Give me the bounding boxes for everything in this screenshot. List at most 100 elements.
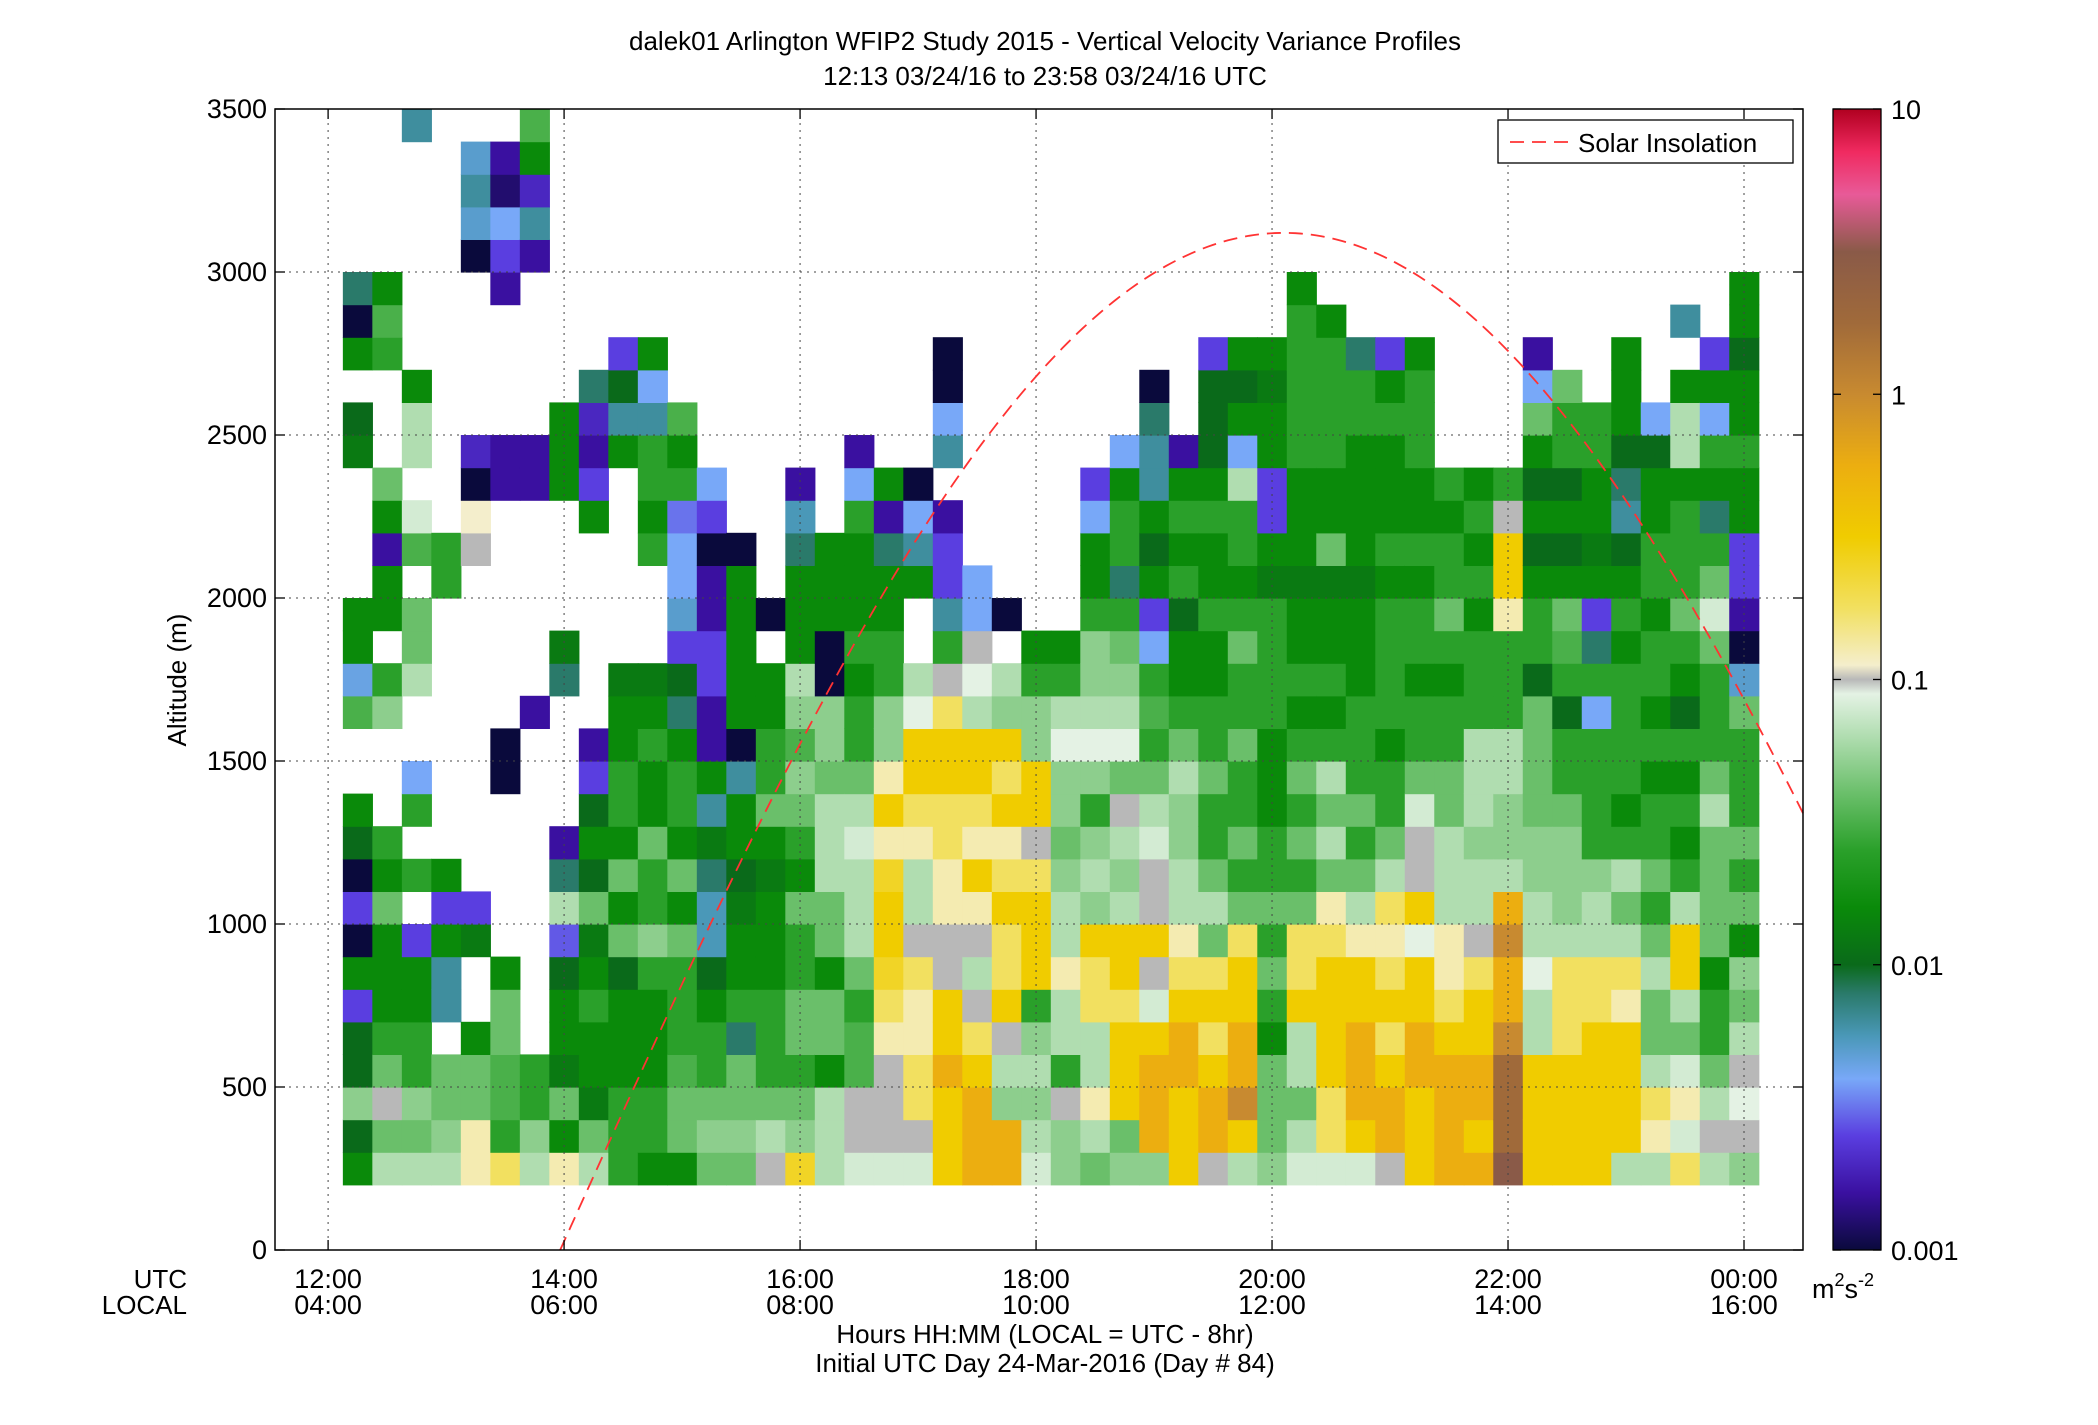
heatmap-cell	[1581, 695, 1612, 729]
heatmap-cell	[1375, 435, 1406, 469]
heatmap-cell	[903, 565, 934, 599]
heatmap-cell	[873, 467, 904, 501]
heatmap-cell	[1434, 761, 1465, 795]
heatmap-cell	[1227, 695, 1258, 729]
heatmap-cell	[844, 956, 875, 990]
heatmap-cell	[342, 630, 373, 664]
heatmap-cell	[637, 858, 668, 892]
heatmap-cell	[1375, 891, 1406, 925]
heatmap-cell	[755, 858, 786, 892]
heatmap-cell	[1286, 826, 1317, 860]
heatmap-cell	[1611, 435, 1642, 469]
heatmap-cell	[490, 272, 521, 306]
heatmap-cell	[755, 761, 786, 795]
heatmap-cell	[637, 924, 668, 958]
heatmap-cell	[1670, 858, 1701, 892]
heatmap-cell	[578, 956, 609, 990]
y-tick-label: 2000	[207, 583, 267, 613]
heatmap-cell	[460, 1021, 491, 1055]
heatmap-cell	[1109, 891, 1140, 925]
heatmap-cell	[608, 924, 639, 958]
heatmap-cell	[578, 500, 609, 534]
heatmap-cell	[932, 1152, 963, 1186]
heatmap-cell	[667, 1152, 698, 1186]
heatmap-cell	[490, 1119, 521, 1153]
heatmap-cell	[1286, 1152, 1317, 1186]
heatmap-cell	[519, 435, 550, 469]
heatmap-cell	[401, 663, 432, 697]
heatmap-cell	[1316, 891, 1347, 925]
heatmap-cell	[1227, 402, 1258, 436]
heatmap-cell	[962, 630, 993, 664]
heatmap-cell	[873, 989, 904, 1023]
heatmap-cell	[1434, 793, 1465, 827]
heatmap-cell	[844, 1152, 875, 1186]
heatmap-cell	[1670, 956, 1701, 990]
heatmap-cell	[1670, 565, 1701, 599]
heatmap-cell	[608, 695, 639, 729]
heatmap-cell	[1640, 989, 1671, 1023]
heatmap-cell	[1080, 532, 1111, 566]
heatmap-cell	[696, 1152, 727, 1186]
heatmap-cell	[372, 1152, 403, 1186]
heatmap-cell	[1139, 695, 1170, 729]
heatmap-cell	[1552, 924, 1583, 958]
heatmap-cell	[755, 728, 786, 762]
heatmap-cell	[1463, 630, 1494, 664]
heatmap-cell	[991, 1119, 1022, 1153]
heatmap-cell	[1198, 532, 1229, 566]
heatmap-cell	[903, 467, 934, 501]
y-tick-label: 2500	[207, 420, 267, 450]
heatmap-cell	[1463, 891, 1494, 925]
heatmap-cell	[1640, 761, 1671, 795]
heatmap-cell	[608, 1054, 639, 1088]
heatmap-cell	[1345, 695, 1376, 729]
heatmap-cell	[1227, 858, 1258, 892]
heatmap-cell	[1198, 663, 1229, 697]
heatmap-cell	[962, 728, 993, 762]
heatmap-cell	[1611, 728, 1642, 762]
heatmap-cell	[1404, 924, 1435, 958]
heatmap-cell	[1404, 1152, 1435, 1186]
heatmap-cell	[401, 598, 432, 632]
heatmap-cell	[1670, 793, 1701, 827]
heatmap-cell	[1640, 532, 1671, 566]
heatmap-cell	[1316, 858, 1347, 892]
heatmap-cell	[1257, 532, 1288, 566]
heatmap-cell	[578, 1054, 609, 1088]
heatmap-cell	[1286, 500, 1317, 534]
heatmap-cell	[490, 761, 521, 795]
heatmap-cell	[637, 761, 668, 795]
heatmap-cell	[667, 1054, 698, 1088]
heatmap-cell	[1286, 663, 1317, 697]
heatmap-cell	[1345, 467, 1376, 501]
heatmap-cell	[1139, 598, 1170, 632]
heatmap-cell	[903, 826, 934, 860]
heatmap-cell	[1552, 858, 1583, 892]
heatmap-cell	[372, 1054, 403, 1088]
heatmap-cell	[696, 858, 727, 892]
heatmap-cell	[1168, 1021, 1199, 1055]
heatmap-cell	[1375, 695, 1406, 729]
x-axis-label: Hours HH:MM (LOCAL = UTC - 8hr)	[836, 1319, 1253, 1349]
heatmap-cell	[726, 956, 757, 990]
heatmap-cell	[844, 1119, 875, 1153]
heatmap-cell	[1522, 858, 1553, 892]
heatmap-cell	[1316, 1021, 1347, 1055]
heatmap-cell	[1522, 695, 1553, 729]
heatmap-cell	[431, 1054, 462, 1088]
heatmap-cell	[1139, 1119, 1170, 1153]
heatmap-cell	[1080, 1021, 1111, 1055]
heatmap-cell	[578, 402, 609, 436]
heatmap-cell	[1552, 1021, 1583, 1055]
heatmap-cell	[903, 532, 934, 566]
heatmap-cell	[932, 532, 963, 566]
heatmap-cell	[1198, 337, 1229, 371]
heatmap-cell	[1581, 924, 1612, 958]
heatmap-cell	[342, 337, 373, 371]
heatmap-cell	[460, 174, 491, 208]
heatmap-cell	[372, 598, 403, 632]
heatmap-cell	[1729, 1152, 1760, 1186]
heatmap-cell	[1345, 565, 1376, 599]
